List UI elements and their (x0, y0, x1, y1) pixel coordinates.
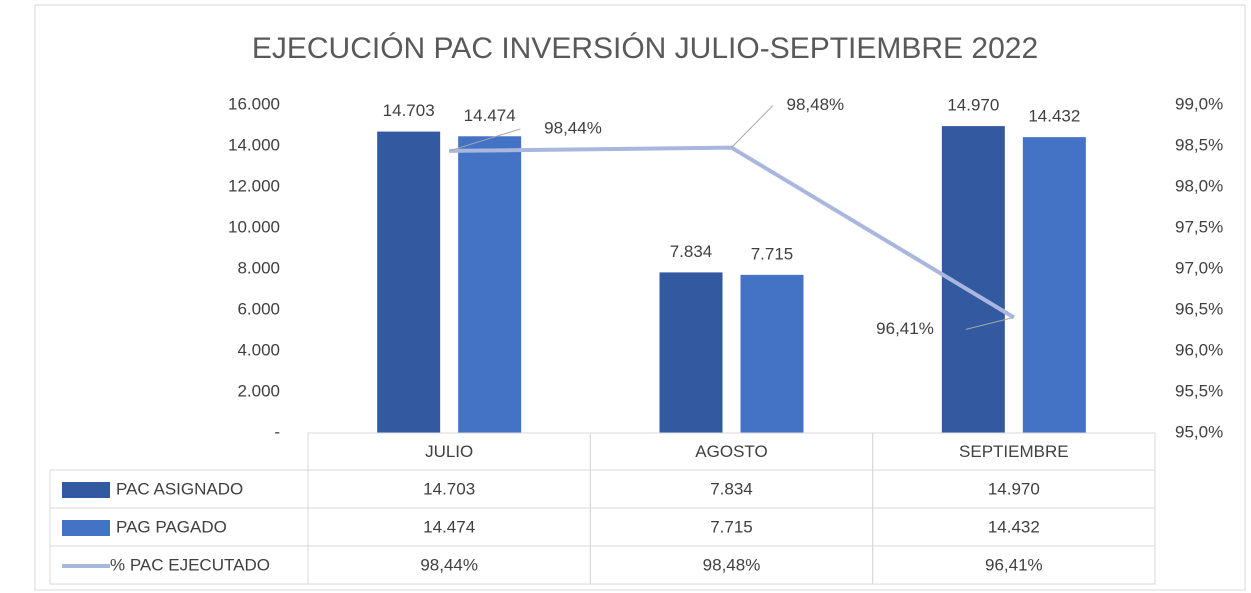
y-tick-label: 6.000 (237, 299, 280, 318)
legend-label: PAC ASIGNADO (116, 479, 243, 498)
y-tick-label: 12.000 (228, 176, 280, 195)
bar-value-label: 14.432 (1028, 107, 1080, 126)
bar-value-label: 7.834 (670, 242, 713, 261)
chart-frame (34, 4, 1246, 591)
y2-tick-label: 97,0% (1175, 258, 1223, 277)
x-tick-label: SEPTIEMBRE (959, 442, 1069, 461)
table-value: 98,44% (420, 555, 478, 574)
table-value: 14.703 (423, 479, 475, 498)
bar (458, 136, 522, 433)
y-tick-label: 16.000 (228, 94, 280, 113)
y-tick-label: - (274, 422, 280, 441)
legend-swatch (62, 482, 110, 498)
leader-line (449, 128, 521, 152)
table-value: 7.715 (710, 517, 753, 536)
y-tick-label: 14.000 (228, 135, 280, 154)
chart-title: EJECUCIÓN PAC INVERSIÓN JULIO-SEPTIEMBRE… (252, 32, 1038, 65)
legend-label: PAG PAGADO (116, 517, 227, 536)
table-value: 98,48% (703, 555, 761, 574)
bar (659, 272, 723, 433)
table-value: 14.432 (988, 517, 1040, 536)
y2-tick-label: 96,0% (1175, 340, 1223, 359)
bar (1022, 137, 1086, 434)
table-value: 7.834 (710, 479, 753, 498)
y2-tick-label: 95,0% (1175, 422, 1223, 441)
line-value-label: 98,44% (544, 118, 602, 137)
y-tick-label: 4.000 (237, 340, 280, 359)
leader-line (731, 105, 774, 148)
bar (377, 131, 441, 433)
line-value-label: 98,48% (787, 95, 845, 114)
y2-tick-label: 96,5% (1175, 299, 1223, 318)
table-value: 14.474 (423, 517, 475, 536)
y2-tick-label: 97,5% (1175, 217, 1223, 236)
table-cell (872, 545, 1156, 585)
y2-tick-label: 95,5% (1175, 381, 1223, 400)
y2-tick-label: 99,0% (1175, 94, 1223, 113)
line-value-label: 96,41% (876, 319, 934, 338)
y-tick-label: 2.000 (237, 381, 280, 400)
line-series (449, 145, 1015, 320)
y-tick-label: 10.000 (228, 217, 280, 236)
x-tick-label: AGOSTO (695, 442, 767, 461)
legend-label: % PAC EJECUTADO (110, 555, 270, 574)
bar-value-label: 14.703 (383, 101, 435, 120)
table-value: 96,41% (985, 555, 1043, 574)
x-tick-label: JULIO (425, 442, 473, 461)
bar-value-label: 14.970 (947, 96, 999, 115)
y2-tick-label: 98,5% (1175, 135, 1223, 154)
y2-tick-label: 98,0% (1175, 176, 1223, 195)
bar (740, 274, 804, 433)
leader-line (965, 316, 1014, 330)
bar-value-label: 14.474 (464, 106, 516, 125)
y-tick-label: 8.000 (237, 258, 280, 277)
table-value: 14.970 (988, 479, 1040, 498)
bar-value-label: 7.715 (751, 244, 794, 263)
legend-swatch (62, 520, 110, 536)
